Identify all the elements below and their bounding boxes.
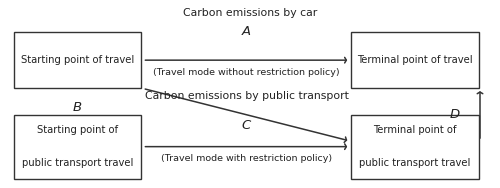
Text: (Travel mode with restriction policy): (Travel mode with restriction policy)	[161, 154, 332, 163]
Text: (Travel mode without restriction policy): (Travel mode without restriction policy)	[153, 68, 340, 77]
Text: A: A	[242, 24, 251, 38]
Text: Carbon emissions by public transport: Carbon emissions by public transport	[144, 91, 348, 101]
Text: Terminal point of

public transport travel: Terminal point of public transport trave…	[360, 125, 470, 168]
Text: Terminal point of travel: Terminal point of travel	[357, 55, 473, 65]
Text: B: B	[73, 101, 82, 114]
Bar	[351, 32, 478, 88]
Text: D: D	[450, 108, 460, 121]
Text: Carbon emissions by car: Carbon emissions by car	[183, 8, 317, 17]
Bar	[14, 115, 141, 179]
Text: Starting point of travel: Starting point of travel	[21, 55, 134, 65]
Bar	[351, 115, 478, 179]
Text: Starting point of

public transport travel: Starting point of public transport trave…	[22, 125, 133, 168]
Bar	[14, 32, 141, 88]
Text: C: C	[242, 119, 251, 133]
